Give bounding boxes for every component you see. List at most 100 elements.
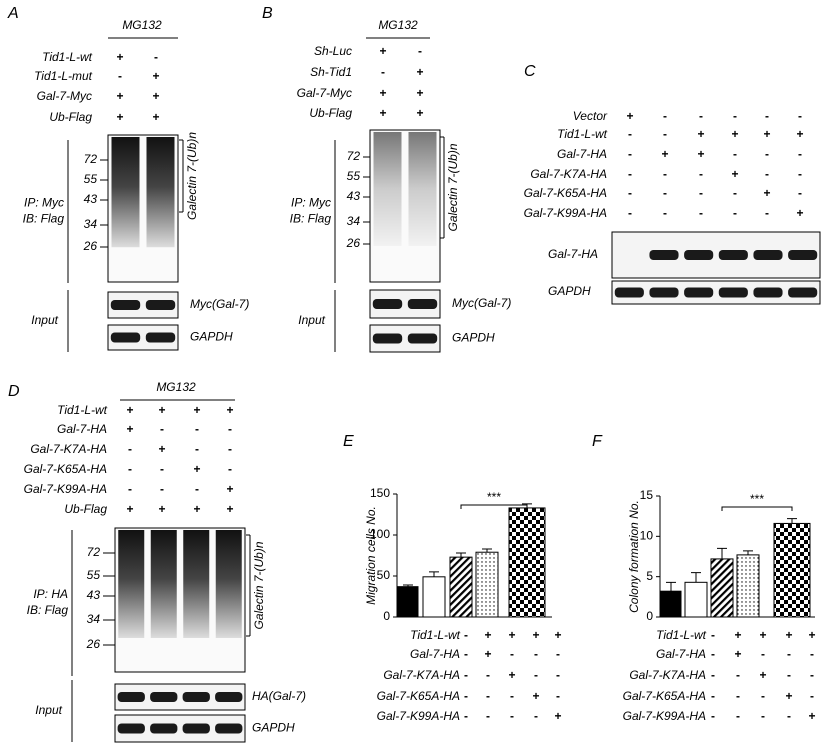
y-tick-label: 15 [640,488,654,502]
sign: - [556,689,560,703]
smear-lane [408,132,437,246]
row-label: Sh-Tid1 [310,65,352,79]
smear-lane [118,530,145,638]
marker-label: 43 [87,588,101,602]
sign: + [226,502,233,516]
sign: - [711,647,715,661]
treatment: MG132 [122,18,162,32]
sign: + [508,668,515,682]
row-label: Gal-7-K7A-HA [30,442,107,456]
sign: - [711,709,715,723]
row-label: Tid1-L-wt [57,403,108,417]
sign: + [226,403,233,417]
row-label: Ub-Flag [49,110,92,124]
sign: + [796,206,803,220]
sign: + [152,110,159,124]
band [110,332,141,343]
sign: + [158,403,165,417]
band [684,250,714,260]
blot-label: Gal-7-HA [548,247,598,261]
input-label: Input [35,703,62,717]
treatment: MG132 [156,380,196,394]
sign: - [534,668,538,682]
sign: - [787,668,791,682]
sign: + [116,110,123,124]
sign: - [418,44,422,58]
bar [449,556,473,618]
row-label: Sh-Luc [314,44,352,58]
blot-label: GAPDH [548,284,591,298]
sign: + [808,628,815,642]
marker-label: 72 [347,149,361,163]
sign: - [798,167,802,181]
marker-label: 72 [84,152,98,166]
sign: + [158,442,165,456]
marker-label: 55 [84,172,98,186]
sign: + [554,709,561,723]
marker-label: 72 [87,545,101,559]
sign: + [226,482,233,496]
sign: + [152,69,159,83]
band [182,723,210,734]
row-label: Tid1-L-mut [34,69,93,83]
sign: - [128,462,132,476]
sign: + [416,65,423,79]
row-label: Gal-7-HA [410,647,460,661]
band [753,250,783,260]
bar [710,558,734,618]
row-label: Vector [573,109,608,123]
sign: - [464,628,468,642]
marker-label: 34 [87,612,101,626]
sign: - [628,147,632,161]
row-label: Gal-7-K7A-HA [530,167,607,181]
error-bar [787,518,797,524]
row-label: Gal-7-K65A-HA [377,689,460,703]
input-label: Input [31,313,58,327]
smear-label: Galectin 7-(Ub)n [252,541,266,629]
ib-label: IB: Flag [290,212,332,226]
row-label: Gal-7-K99A-HA [524,206,607,220]
smear-lane [215,530,242,638]
sign: - [228,462,232,476]
error-bar [429,571,439,577]
sign: + [116,50,123,64]
sign: - [628,206,632,220]
sign: + [379,86,386,100]
band [788,287,818,298]
marker-label: 55 [347,169,361,183]
error-bar [456,552,466,558]
row-label: Tid1-L-wt [410,628,461,642]
y-tick-label: 0 [383,609,390,623]
error-bar [403,584,413,587]
marker-label: 55 [87,568,101,582]
band [110,300,141,310]
band [145,300,176,310]
y-tick-label: 0 [646,609,653,623]
sign: - [810,689,814,703]
sign: + [379,106,386,120]
sign: - [761,647,765,661]
row-label: Tid1-L-wt [42,50,93,64]
sign: - [787,647,791,661]
smear-lane [146,137,175,248]
sign: - [761,689,765,703]
blot-label: HA(Gal-7) [252,689,306,703]
smear-label: Galectin 7-(Ub)n [185,132,199,220]
sign: + [808,709,815,723]
sign: + [532,628,539,642]
row-label: Gal-7-K99A-HA [377,709,460,723]
row-label: Gal-7-K99A-HA [623,709,706,723]
marker-label: 26 [83,239,98,253]
row-label: Gal-7-HA [57,422,107,436]
y-axis-label: Colony formation No. [627,500,641,613]
sign: + [661,147,668,161]
error-bar [717,547,727,559]
sign: - [154,50,158,64]
panel-label: D [8,383,20,400]
bar [736,554,760,618]
marker-label: 34 [84,217,98,231]
input-label: Input [298,313,325,327]
sign: + [734,628,741,642]
error-bar [691,572,701,583]
